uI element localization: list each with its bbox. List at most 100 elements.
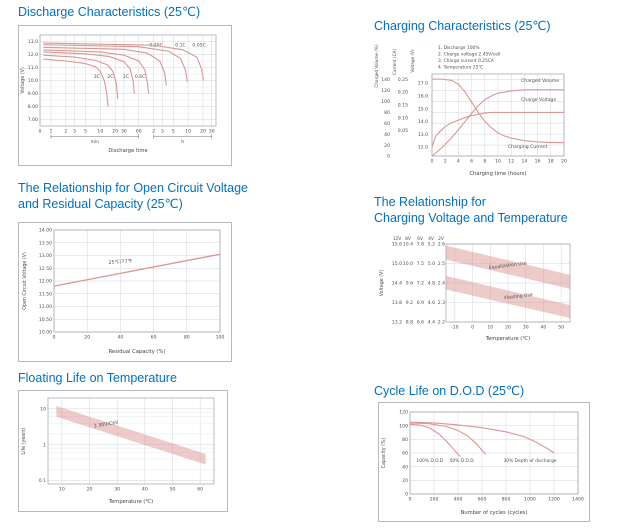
- floating-life-on-temperature-chart: 10 20 30 40 50 60 10 1 0.1 2.30V/Cell Life (years)…: [18, 390, 228, 512]
- curve-label-charging-current: Charging Current: [508, 144, 548, 150]
- x-tick-label: 5: [84, 129, 87, 135]
- equalization-use: [446, 245, 570, 289]
- x-tick-label: 20: [561, 159, 567, 165]
- y-tick-label: 0.15: [398, 102, 408, 108]
- y-tick-label: 60: [402, 451, 408, 457]
- x-tick-label: 12: [508, 159, 514, 165]
- x-tick-label: -10: [451, 325, 459, 331]
- y-tick-label: 10.4: [403, 242, 413, 248]
- x-tick-label: 0: [431, 159, 434, 165]
- chart-outer-border: [18, 390, 228, 512]
- x-tick-label: 0: [471, 325, 474, 331]
- legend-line-1: 1. Discharge 100%: [438, 45, 480, 51]
- plot-border: [409, 411, 579, 495]
- y-tick-label: 14.00: [39, 228, 52, 234]
- x-tick-label: 2: [444, 159, 447, 165]
- charging-voltage-vs-temperature-chart: -10 0 10 20 30 40 50 15.6 15.0 14.4 13.8 13.2 10.4 10…: [378, 230, 578, 348]
- y-tick-label: 2.2: [438, 320, 445, 326]
- plot-border: [47, 397, 215, 485]
- charging-characteristics-chart: 0 2 4 6 8 10 12 14 16 18 20 140 120 100 80 60 40 20 0 0.25 0…: [372, 40, 574, 178]
- x-tick-label: 10: [59, 487, 65, 493]
- x-tick-label: 8: [483, 159, 486, 165]
- legend-line-4: 4. Temperature 25℃: [438, 65, 483, 71]
- x-tick-label: 6: [470, 159, 473, 165]
- series-label: 1C: [123, 74, 129, 80]
- y-tick-label: 40: [384, 132, 390, 138]
- y-tick-label: 13.50: [39, 240, 52, 246]
- title-ocv-residual-capacity: The Relationship for Open Circuit Voltag…: [18, 180, 248, 212]
- series-charging-current: [432, 78, 565, 144]
- x-tick-label: 2: [64, 129, 67, 135]
- y-tick-label: 17.0: [418, 81, 428, 87]
- title-text: Cycle Life on D.O.D (25℃): [374, 384, 525, 398]
- chart-outer-border: [378, 402, 590, 522]
- title-text: The Relationship for Open Circuit Voltag…: [18, 181, 248, 195]
- column-header-8v: 8V: [405, 236, 411, 242]
- column-header-4v: 4V: [428, 236, 434, 242]
- x-axis-label: Temperature (℃): [108, 499, 153, 505]
- series-open-circuit-voltage: [53, 253, 221, 287]
- x-tick-label: 20: [87, 487, 93, 493]
- y-tick-label: 14.4: [392, 281, 402, 287]
- y-tick-label: 14.0: [418, 119, 428, 125]
- y-tick-label: 4.6: [428, 300, 435, 306]
- y-tick-label: 2.6: [438, 242, 445, 248]
- series-3c: [43, 58, 109, 107]
- floating-life-on-temperature-figure: 10 20 30 40 50 60 10 1 0.1 2.30V/Cell Life (years)…: [18, 390, 228, 512]
- x-tick-label: 40: [540, 325, 546, 331]
- y-tick-label: 20: [402, 478, 408, 484]
- y-tick-label: 1: [43, 442, 46, 448]
- series-dod-50: [409, 422, 487, 455]
- y-tick-label: 12.00: [39, 279, 52, 285]
- y-tick-label: 15.6: [392, 242, 402, 248]
- y-tick-label: 0.1: [39, 478, 46, 484]
- series-charge-voltage: [431, 111, 564, 148]
- y-axis-title-current: Current (CA): [392, 49, 397, 75]
- y-tick-label: 11.50: [39, 291, 52, 297]
- y-tick-label: 140: [381, 77, 390, 83]
- y-tick-label: 0: [387, 154, 390, 160]
- y-axis-label: Voltage (V): [379, 270, 385, 297]
- x-tick-label: 10: [495, 159, 501, 165]
- y-tick-label: 15.0: [392, 261, 402, 267]
- y-tick-label: 13.8: [392, 300, 402, 306]
- x-tick-label: 40: [117, 335, 123, 341]
- y-tick-label: 10: [40, 406, 46, 412]
- y-tick-label: 15.0: [418, 106, 428, 112]
- x-tick-label: 16: [535, 159, 541, 165]
- series-1c: [43, 51, 135, 94]
- x-tick-label: 30: [114, 487, 120, 493]
- x-unit-group-label: min: [91, 139, 100, 145]
- x-axis-label: Charging time (hours): [469, 171, 526, 177]
- curve-label-charged-volume: Charged Volume: [521, 78, 559, 84]
- title-text: Charging Characteristics (25℃): [374, 19, 551, 33]
- series-0p25c: [43, 46, 167, 86]
- y-tick-label: 10.00: [39, 330, 52, 336]
- y-tick-label: 9.6: [406, 281, 413, 287]
- y-tick-label: 0.25: [398, 77, 408, 83]
- legend-line-2: 2. Charge voltage 2.45V/cell: [438, 52, 500, 58]
- cycle-life-on-dod-figure: 0 200 400 600 800 1000 1200 1400120100806040200…: [378, 402, 590, 522]
- title-cycle-life-dod: Cycle Life on D.O.D (25℃): [374, 383, 524, 399]
- y-tick-label: 13.2: [392, 320, 402, 326]
- x-tick-label: 50: [558, 325, 564, 331]
- y-tick-label: 7.8: [417, 242, 424, 248]
- title-charging-characteristics: Charging Characteristics (25℃): [374, 18, 551, 34]
- series-0p05c: [43, 42, 205, 81]
- chart-outer-border: [18, 25, 232, 166]
- chart-outer-border: [18, 222, 232, 362]
- x-tick-label: 60: [151, 335, 157, 341]
- cycle-life-on-dod-chart: 0 200 400 600 800 1000 1200 1400 120 100 80 60 40 20 0…: [378, 402, 590, 522]
- series-label: 100% D.O.D: [416, 458, 443, 464]
- y-tick-label: 6.9: [417, 300, 424, 306]
- plot-border: [53, 229, 221, 333]
- y-tick-label: 11.00: [39, 304, 52, 310]
- plot-border: [431, 73, 565, 157]
- x-tick-label: 60: [136, 129, 142, 135]
- x-tick-label: 3: [73, 129, 76, 135]
- y-tick-label: 4.4: [428, 320, 435, 326]
- series-dod-100: [409, 423, 461, 457]
- series-label: 0.05C: [192, 42, 205, 48]
- series-0p6c: [43, 49, 150, 94]
- y-tick-label: 120: [399, 410, 408, 416]
